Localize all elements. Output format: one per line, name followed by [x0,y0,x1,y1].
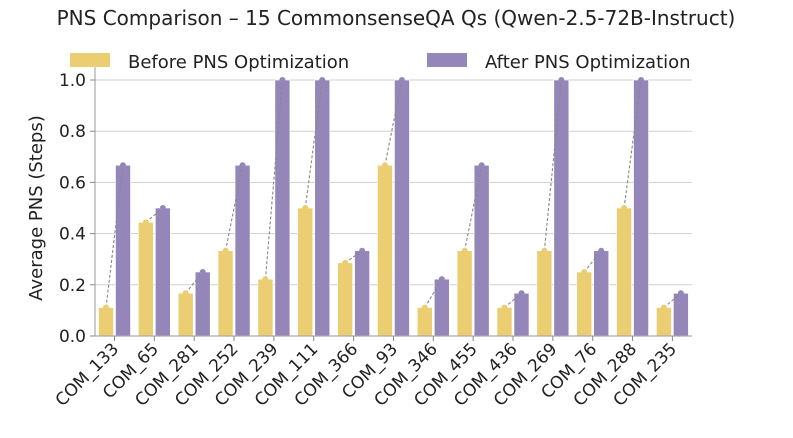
bar-before [177,292,194,337]
bar-after [115,164,131,337]
connector-line [304,79,323,209]
point-marker [598,247,605,254]
connector-line [145,207,164,223]
bar-after [274,79,291,337]
point-marker [159,205,166,211]
bar-after [673,292,689,337]
chart-title: PNS Comparison – 15 CommonsenseQA Qs (Qw… [57,6,736,30]
connector-line [583,250,602,273]
bar-before [217,250,234,337]
y-axis-label: Average PNS (Steps) [26,115,47,301]
point-marker [518,290,525,297]
point-marker [438,276,445,283]
point-marker [398,77,405,83]
legend: Before PNS Optimization After PNS Optimi… [70,52,691,73]
bar-before [496,307,513,337]
connector-line [504,292,522,309]
bar-before [536,250,553,337]
bar-before [576,271,593,337]
bar-before [456,250,473,337]
bar-before [98,307,114,337]
point-marker [478,162,485,169]
connector-line [663,292,682,309]
legend-label-before: Before PNS Optimization [128,52,349,73]
legend-swatch-after [427,53,467,67]
connector-line [543,79,562,251]
point-marker [222,247,229,254]
y-tick-label: 0.2 [59,276,86,296]
point-marker [461,247,468,254]
bar-after [433,278,450,337]
point-marker [319,77,326,83]
point-marker [621,205,628,211]
point-marker [660,304,667,311]
bar-before [656,307,672,337]
bar-before [377,164,393,337]
point-marker [541,247,548,254]
connector-line [384,79,403,166]
legend-swatch-before [70,53,110,67]
point-marker [279,77,286,83]
point-marker [638,77,645,83]
connector-line [424,278,443,308]
connector-line [264,79,283,280]
bar-before [416,307,433,337]
bar-before [616,207,632,337]
point-marker [581,269,588,275]
point-marker [342,259,349,266]
bar-before [138,222,154,337]
legend-label-after: After PNS Optimization [485,52,691,73]
point-marker [558,77,565,83]
connector-line [344,250,363,264]
bar-after [553,79,570,337]
connector-line [185,271,204,294]
y-tick-label: 0.8 [59,122,86,142]
y-tick-label: 0.4 [59,225,86,245]
connector-line [225,165,244,251]
point-marker [421,304,428,311]
bar-before [337,262,353,337]
point-marker [120,162,126,169]
point-marker [182,290,189,297]
point-marker [359,247,366,254]
bar-after [354,250,370,337]
point-marker [239,162,246,169]
bar-before [257,278,274,337]
connector-line [623,79,642,209]
bar-after [194,271,211,337]
point-marker [381,162,388,169]
point-marker [103,304,109,311]
bar-after [593,250,610,337]
bar-after [155,207,171,337]
y-tick-label: 0.6 [59,173,86,193]
point-marker [142,219,149,226]
point-marker [199,269,206,275]
point-marker [501,304,508,311]
connector-line [464,165,483,251]
y-tick-label: 1.0 [59,71,86,91]
bar-after [394,79,410,337]
bar-before [297,207,314,337]
y-tick-label: 0.0 [59,327,86,347]
point-marker [677,290,684,297]
point-marker [262,276,269,283]
bar-after [513,292,530,337]
point-marker [302,205,309,211]
connector-line [105,165,124,308]
